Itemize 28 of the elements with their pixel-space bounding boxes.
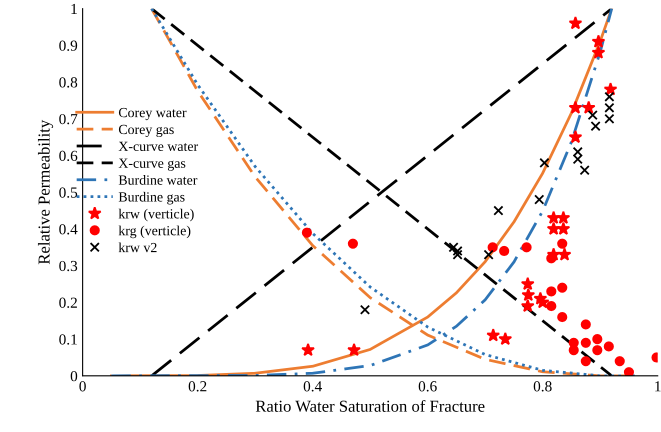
x-axis-title: Ratio Water Saturation of Fracture [256, 400, 484, 412]
legend-label: Burdine gas [118, 192, 185, 204]
y-tick-label: 0.8 [59, 77, 78, 88]
x-tick-label: 1 [655, 381, 661, 392]
legend-label: krg (verticle) [118, 226, 190, 238]
y-tick-label: 0.9 [59, 40, 78, 51]
y-tick-label: 0.2 [59, 298, 77, 308]
legend-label: Corey gas [118, 124, 174, 138]
x-tick-label: 0 [79, 381, 86, 392]
legend-label: krw (verticle) [118, 208, 194, 222]
x-tick-label: 0.2 [188, 381, 206, 392]
x-tick-label: 0.8 [534, 381, 552, 392]
legend-label: Corey water [118, 108, 186, 120]
y-tick-label: 1 [71, 4, 77, 14]
y-tick-label: 0.7 [59, 114, 78, 124]
legend-label: krw v2 [118, 242, 157, 252]
x-tick-label: 0.6 [418, 381, 437, 392]
x-tick-label: 0.4 [304, 381, 322, 392]
legend-label: X-curve water [118, 142, 198, 152]
y-tick-label: 0.4 [59, 224, 78, 234]
y-tick-label: 0.6 [59, 150, 78, 162]
legend-label: Burdine water [118, 174, 198, 185]
y-tick-label: 0.3 [59, 260, 78, 272]
y-tick-label: 0 [70, 370, 78, 382]
y-axis-title: Relative Permeability [38, 120, 54, 264]
y-tick-label: 0.1 [59, 334, 77, 345]
legend-label: X-curve gas [118, 158, 186, 171]
y-tick-label: 0.5 [59, 187, 78, 198]
